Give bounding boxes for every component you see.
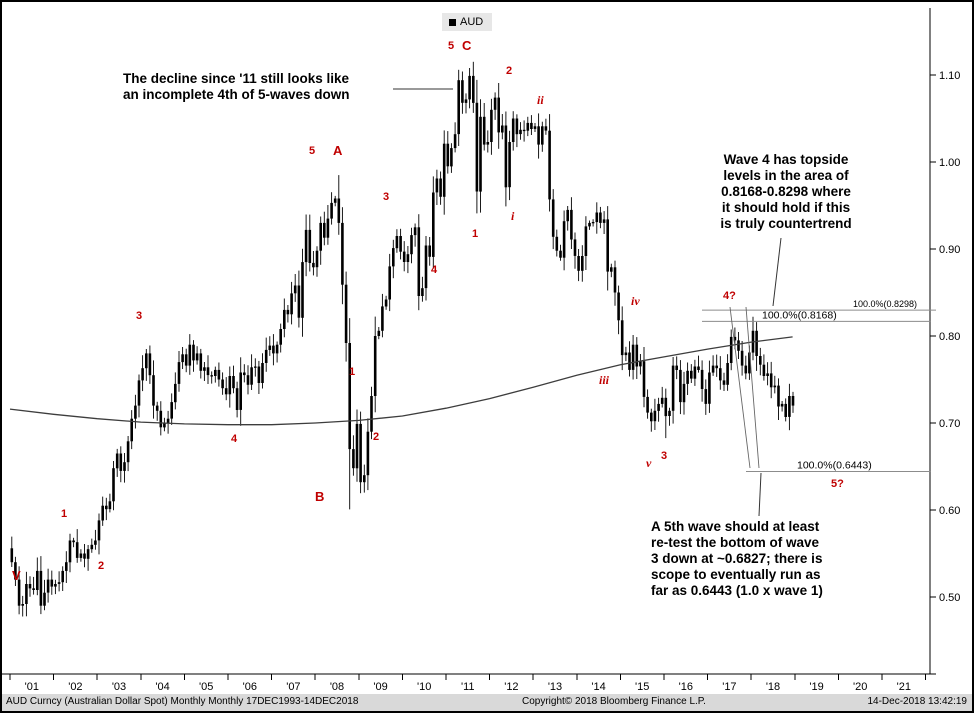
y-axis-label: 0.60 <box>939 505 960 517</box>
x-axis-label: '12 <box>504 681 518 693</box>
y-axis-label: 0.70 <box>939 418 960 430</box>
series-marker-icon <box>449 18 456 26</box>
fib-levels: 100.0%(0.8298) 100.0%(0.8168) 100.0%(0.644… <box>702 299 936 472</box>
y-axis: 1.10 1.00 0.90 0.80 0.70 0.60 0.50 <box>929 8 960 674</box>
annotation-pointer-line <box>772 237 782 307</box>
x-axis-label: '04 <box>155 681 169 693</box>
candlestick-series <box>10 61 795 617</box>
legend-label: AUD <box>460 16 484 28</box>
x-axis-label: '08 <box>330 681 344 693</box>
x-axis-label: '06 <box>243 681 257 693</box>
projection-lines <box>729 306 760 469</box>
x-axis-label: '21 <box>897 681 911 693</box>
x-axis-label: '05 <box>199 681 213 693</box>
x-axis-label: '11 <box>461 681 475 693</box>
y-axis-label: 0.50 <box>939 592 960 604</box>
x-axis-label: '17 <box>722 681 736 693</box>
y-axis-label: 0.90 <box>939 244 960 256</box>
y-axis-label: 0.80 <box>939 331 960 343</box>
x-axis-label: '14 <box>591 681 605 693</box>
x-axis-label: '19 <box>809 681 823 693</box>
status-bar: AUD Curncy (Australian Dollar Spot) Mont… <box>2 694 972 711</box>
status-security-description: AUD Curncy (Australian Dollar Spot) Mont… <box>6 696 359 707</box>
x-axis-label: '16 <box>679 681 693 693</box>
legend-item-aud[interactable]: AUD <box>442 13 493 31</box>
fib-level-label: 100.0%(0.8168) <box>762 309 837 321</box>
y-axis-label: 1.00 <box>939 157 960 169</box>
x-axis-label: '18 <box>766 681 780 693</box>
x-axis-label: '13 <box>548 681 562 693</box>
x-axis-label: '09 <box>373 681 387 693</box>
x-axis-label: '15 <box>635 681 649 693</box>
annotation-pointer-line <box>758 472 762 517</box>
x-axis-label: '01 <box>25 681 39 693</box>
x-axis-label: '07 <box>286 681 300 693</box>
x-axis-label: '02 <box>68 681 82 693</box>
x-axis-label: '10 <box>417 681 431 693</box>
status-copyright: Copyright© 2018 Bloomberg Finance L.P. <box>522 696 706 707</box>
y-axis-label: 1.10 <box>939 70 960 82</box>
x-axis: '01 '02 '03 '04 '05 '06 '07 '08 '09 '10 '11 '12 '13 '… <box>2 673 936 693</box>
x-axis-label: '20 <box>853 681 867 693</box>
fib-level-label: 100.0%(0.6443) <box>797 460 872 472</box>
x-axis-label: '03 <box>112 681 126 693</box>
moving-average-line <box>9 336 793 426</box>
status-timestamp: 14-Dec-2018 13:42:19 <box>867 696 967 707</box>
fib-level-label: 100.0%(0.8298) <box>853 299 917 309</box>
